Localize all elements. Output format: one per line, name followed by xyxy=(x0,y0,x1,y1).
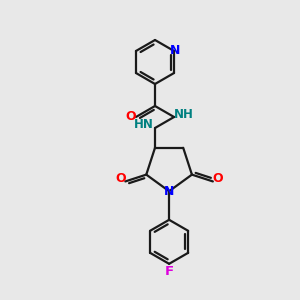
Text: O: O xyxy=(115,172,126,185)
Text: N: N xyxy=(170,44,180,58)
Text: O: O xyxy=(126,110,136,124)
Text: NH: NH xyxy=(174,107,194,121)
Text: N: N xyxy=(164,185,174,198)
Text: O: O xyxy=(212,172,223,185)
Text: F: F xyxy=(164,265,174,278)
Text: HN: HN xyxy=(134,118,154,131)
